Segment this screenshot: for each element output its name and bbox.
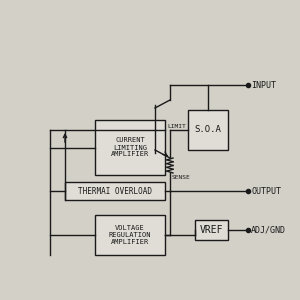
Bar bbox=[188, 110, 228, 150]
Text: THERMAI OVERLOAD: THERMAI OVERLOAD bbox=[78, 187, 152, 196]
Text: ADJ/GND: ADJ/GND bbox=[251, 226, 286, 235]
Text: VREF: VREF bbox=[200, 225, 223, 235]
Text: S.O.A: S.O.A bbox=[195, 125, 221, 134]
Bar bbox=[95, 215, 165, 255]
Text: CURRENT
LIMITING
AMPLIFIER: CURRENT LIMITING AMPLIFIER bbox=[111, 137, 149, 158]
Bar bbox=[195, 220, 228, 240]
Text: VOLTAGE
REGULATION
AMPLIFIER: VOLTAGE REGULATION AMPLIFIER bbox=[109, 225, 151, 245]
Text: INPUT: INPUT bbox=[251, 80, 276, 89]
Text: LIMIT: LIMIT bbox=[167, 124, 186, 128]
Bar bbox=[95, 120, 165, 175]
Text: SENSE: SENSE bbox=[172, 175, 191, 180]
Bar bbox=[65, 182, 165, 200]
Text: OUTPUT: OUTPUT bbox=[251, 187, 281, 196]
